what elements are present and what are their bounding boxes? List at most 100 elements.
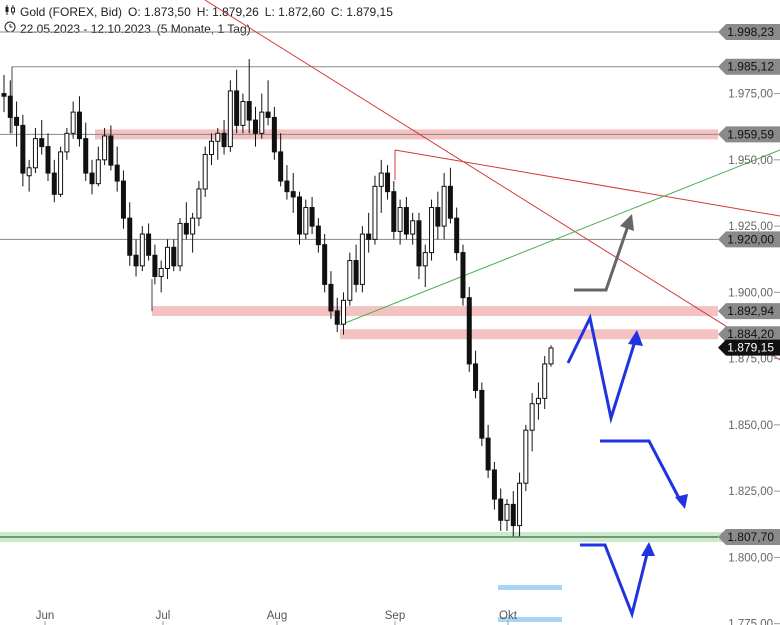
candle-body (26, 167, 32, 177)
candle-body (64, 132, 70, 153)
y-tick-label: 1.925,00 (728, 221, 773, 233)
close-value: C: 1.879,15 (330, 5, 393, 19)
y-tick-label: 1.875,00 (728, 354, 773, 366)
x-tick-label: Jul (156, 610, 171, 622)
trendline-red-long (204, 0, 780, 361)
y-tick-label: 1.825,00 (728, 486, 773, 498)
candle-body (45, 146, 51, 174)
candle-body (51, 172, 57, 195)
candles (1, 59, 554, 537)
candle-body (435, 207, 441, 227)
candle-body (297, 196, 303, 235)
candle-body (102, 135, 108, 161)
candle-body (391, 191, 397, 232)
arrowhead-gray (620, 214, 634, 231)
candle-body (334, 310, 340, 325)
price-tag: 1.879,15 (718, 339, 780, 356)
candle-body (190, 217, 196, 235)
trendlines (204, 0, 780, 361)
candle-body (403, 207, 409, 235)
candle-body (429, 207, 435, 254)
y-tick-label: 1.950,00 (728, 155, 773, 167)
price-tag: 1.884,20 (718, 326, 780, 343)
horizontal-lines (0, 31, 718, 538)
candle-body (108, 135, 114, 166)
candle-body (127, 217, 133, 256)
candle-body (422, 252, 428, 267)
candle-body (208, 140, 214, 156)
price-tag-bg (718, 231, 780, 248)
candle-body (347, 260, 353, 301)
x-tick-label: Okt (499, 610, 518, 622)
y-axis: 1.975,00 1.950,00 1.925,00 1.900,00 1.875,00… (728, 89, 780, 625)
candle-body (523, 429, 529, 484)
candle-body (479, 389, 485, 439)
price-tag: 1.985,12 (718, 58, 780, 75)
candle-body (146, 233, 152, 256)
candle-body (215, 132, 221, 142)
candle-body (221, 132, 227, 148)
candle-body (535, 397, 541, 405)
candle-body (341, 299, 347, 325)
candle-body (83, 138, 89, 174)
candle-body (32, 138, 38, 169)
price-tag: 1.807,70 (718, 529, 780, 545)
candle-body (309, 207, 315, 227)
candle-body (290, 191, 296, 198)
candle-body (120, 180, 126, 219)
trendline-red-short (394, 149, 780, 217)
y-tick-label: 1.800,00 (728, 552, 773, 564)
price-tag-label: 1.884,20 (727, 327, 774, 341)
candle-body (240, 101, 246, 126)
price-tag: 1.959,59 (718, 126, 780, 143)
price-tag-bg (718, 126, 780, 143)
price-tag-bg (718, 58, 780, 75)
arrowhead-blue-bottom (641, 542, 655, 556)
arrowhead-blue-down (675, 494, 688, 509)
high-value: H: 1.879,26 (196, 5, 259, 19)
y-tick-label: 1.850,00 (728, 420, 773, 432)
candle-body (441, 185, 447, 227)
candle-body (14, 116, 20, 126)
candle-body (139, 233, 145, 267)
scenario-arrows (498, 214, 688, 622)
trendline-green (339, 149, 780, 326)
candle-body (7, 95, 13, 118)
low-value: L: 1.872,60 (264, 5, 325, 19)
candle-body (460, 252, 466, 299)
candle-body (359, 233, 365, 285)
candle-body (259, 111, 265, 134)
scenario-arrow-blue-down (600, 439, 683, 503)
candle-body (1, 93, 7, 97)
candle-body (542, 363, 548, 399)
x-tick-label: Sep (385, 610, 405, 622)
candle-body (39, 138, 45, 148)
candle-body (322, 244, 328, 285)
price-tag-bg (718, 326, 780, 343)
price-tag-label: 1.892,94 (727, 304, 774, 318)
candle-body (158, 268, 164, 277)
candle-body (152, 254, 158, 277)
candle-body (171, 246, 177, 267)
price-tag-label: 1.985,12 (727, 60, 774, 74)
candle-body (246, 101, 252, 121)
candle-body (504, 503, 510, 521)
price-tag-bg (718, 529, 780, 545)
candle-body (20, 124, 26, 174)
scenario-arrow-gray (574, 219, 632, 292)
candle-body (315, 225, 321, 246)
chart-header-line1: Gold (FOREX, Bid) O: 1.873,50 H: 1.879,26 L… (4, 4, 399, 19)
candle-body (410, 220, 416, 235)
candle-body (385, 172, 391, 193)
candle-body (498, 498, 504, 521)
candle-body (328, 283, 334, 312)
candle-body (284, 180, 290, 193)
candle-body (473, 363, 479, 391)
x-axis: Jun Jul Aug Sep Okt (36, 610, 518, 625)
candle-body (510, 503, 516, 527)
candle-body (89, 172, 95, 185)
candle-body (177, 222, 183, 267)
price-tag: 1.920,00 (718, 231, 780, 248)
candle-body (485, 437, 491, 471)
price-tag-label: 1.807,70 (727, 530, 774, 544)
